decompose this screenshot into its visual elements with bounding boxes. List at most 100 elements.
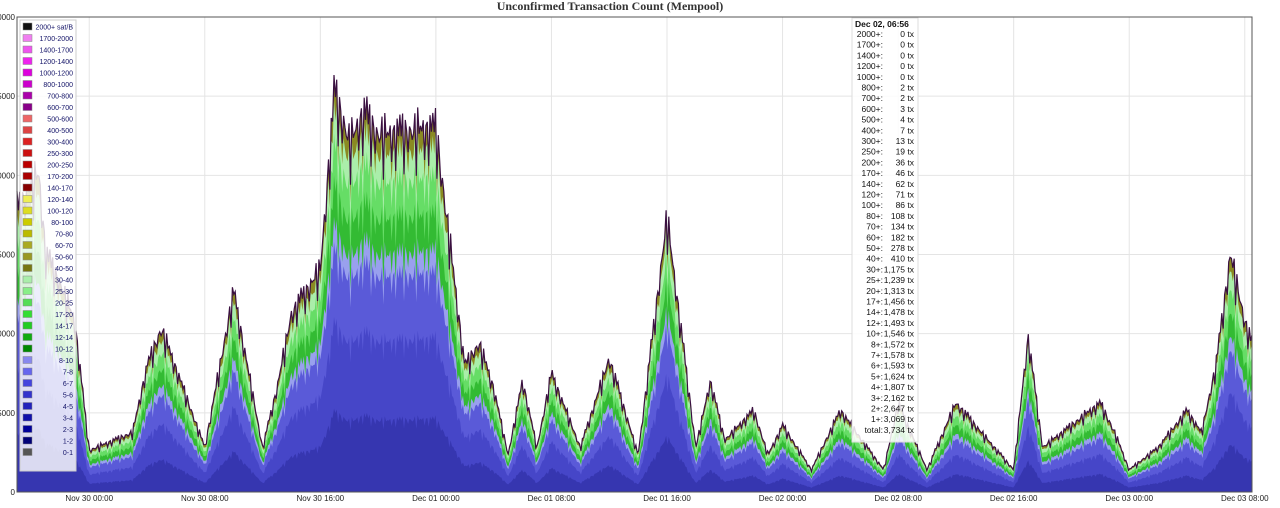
legend-swatch — [22, 172, 33, 180]
tooltip-row-value: 1,239 tx — [884, 275, 915, 285]
y-tick-label: 5000 — [0, 409, 16, 418]
legend-swatch — [22, 91, 33, 100]
legend-label: 8-10 — [59, 358, 73, 365]
x-tick-label: Dec 03 00:00 — [1105, 494, 1153, 503]
legend-label: 1000-1200 — [40, 71, 74, 78]
legend-swatch — [22, 390, 33, 399]
tooltip-row-value: 1,572 tx — [884, 339, 915, 349]
legend-label: 3-4 — [63, 416, 73, 423]
area-40-plus-fee — [17, 75, 1252, 492]
tooltip-row-label: 4+: — [871, 382, 883, 392]
legend-label: 800-1000 — [43, 82, 73, 89]
legend-label: 14-17 — [55, 324, 73, 331]
tooltip-row-label: 8+: — [871, 339, 883, 349]
legend-swatch — [22, 264, 33, 272]
tooltip-row-label: 14+: — [866, 307, 883, 317]
tooltip-row-value: 4 tx — [900, 115, 914, 125]
area-30-40-fee — [17, 100, 1252, 492]
legend-label: 600-700 — [47, 105, 73, 112]
tooltip-row-label: 1700+: — [857, 40, 883, 50]
tooltip-row-label: 300+: — [861, 136, 883, 146]
legend-swatch — [22, 57, 33, 65]
legend-label: 20-25 — [55, 301, 73, 308]
tooltip-row-value: 182 tx — [891, 232, 915, 242]
tooltip-row-label: 120+: — [861, 190, 883, 200]
tooltip-row-value: 108 tx — [891, 211, 915, 221]
x-tick-label: Dec 01 00:00 — [412, 494, 460, 503]
tooltip-row-value: 1,313 tx — [884, 286, 915, 296]
legend-swatch — [22, 413, 33, 422]
legend-label: 50-60 — [55, 255, 73, 262]
legend-swatch — [22, 218, 33, 226]
tooltip-row-value: 1,493 tx — [884, 318, 915, 328]
tooltip-row-label: 5+: — [871, 371, 883, 381]
legend-label: 400-500 — [47, 128, 73, 135]
legend-label: 1-2 — [63, 439, 73, 446]
tooltip-row-value: 1,175 tx — [884, 264, 915, 274]
tooltip-row-label: 40+: — [866, 254, 883, 264]
legend-label: 5-6 — [63, 393, 73, 400]
tooltip-row-value: 86 tx — [896, 200, 915, 210]
tooltip-row-value: 1,807 tx — [884, 382, 915, 392]
legend-swatch — [22, 310, 33, 318]
legend-label: 80-100 — [51, 220, 73, 227]
tooltip-row-value: 1,624 tx — [884, 371, 915, 381]
legend-swatch — [22, 114, 33, 123]
tooltip-row-value: 410 tx — [891, 254, 915, 264]
legend-swatch — [22, 425, 33, 433]
legend-swatch — [22, 160, 33, 169]
tooltip-row-label: 2000+: — [857, 29, 883, 39]
tooltip-row-value: 1,593 tx — [884, 361, 915, 371]
legend-label: 4-5 — [63, 404, 73, 411]
tooltip-row-value: 1,478 tx — [884, 307, 915, 317]
legend-swatch — [22, 448, 33, 456]
legend-swatch — [22, 436, 33, 445]
area-0-2-fee — [17, 408, 1252, 492]
legend-swatch — [22, 356, 33, 364]
legend-swatch — [22, 229, 33, 238]
legend-swatch — [22, 137, 33, 146]
tooltip-row-label: 10+: — [866, 329, 883, 339]
tooltip-row-value: 2 tx — [900, 83, 914, 93]
legend-label: 250-300 — [47, 151, 73, 158]
tooltip-row-label: 800+: — [861, 83, 883, 93]
tooltip-row-label: 70+: — [866, 222, 883, 232]
tooltip-row-label: total: — [865, 425, 883, 435]
legend-label: 700-800 — [47, 94, 73, 101]
tooltip-row-value: 2,162 tx — [884, 393, 915, 403]
tooltip-row-label: 3+: — [871, 393, 883, 403]
legend-label: 10-12 — [55, 347, 73, 354]
tooltip-row-label: 60+: — [866, 232, 883, 242]
y-tick-label: 15000 — [0, 251, 16, 260]
legend-label: 100-120 — [47, 209, 73, 216]
legend-swatch — [22, 183, 33, 192]
tooltip-row-value: 0 tx — [900, 40, 914, 50]
legend-label: 1200-1400 — [40, 59, 74, 66]
legend-swatch — [22, 333, 33, 341]
y-tick-label: 20000 — [0, 171, 16, 180]
tooltip-row-value: 46 tx — [896, 168, 915, 178]
tooltip-row-value: 134 tx — [891, 222, 915, 232]
tooltip-row-value: 0 tx — [900, 29, 914, 39]
legend-swatch — [22, 241, 33, 249]
legend-label: 12-14 — [55, 335, 73, 342]
tooltip-row-label: 25+: — [866, 275, 883, 285]
tooltip-row-label: 170+: — [861, 168, 883, 178]
tooltip-box — [851, 17, 919, 443]
legend-swatch — [22, 195, 33, 203]
legend-label: 2000+ sat/B — [35, 25, 73, 32]
legend-swatch — [22, 34, 33, 42]
legend-swatch — [22, 149, 33, 157]
tooltip-row-label: 80+: — [866, 211, 883, 221]
x-tick-label: Dec 02 16:00 — [990, 494, 1038, 503]
tooltip-row-value: 71 tx — [896, 190, 915, 200]
tooltip-row-label: 1400+: — [857, 50, 883, 60]
legend-swatch — [22, 298, 33, 307]
tooltip-row-value: 2 tx — [900, 93, 914, 103]
chart-title: Unconfirmed Transaction Count (Mempool) — [497, 0, 724, 13]
legend-swatch — [22, 275, 33, 284]
tooltip-row-label: 2+: — [871, 404, 883, 414]
tooltip-row-value: 1,456 tx — [884, 297, 915, 307]
